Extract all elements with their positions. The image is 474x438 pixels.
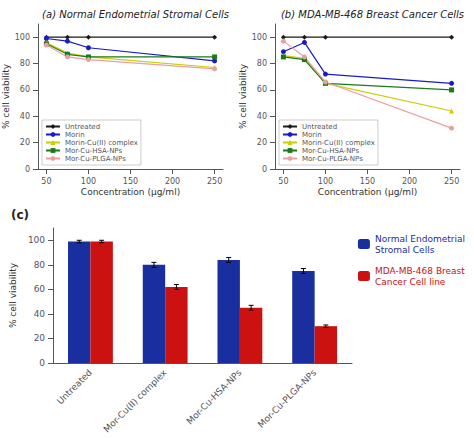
svg-text:Concentration (μg/ml): Concentration (μg/ml): [81, 187, 180, 197]
svg-text:0: 0: [262, 165, 267, 174]
svg-text:Mor-Cu-PLGA-NPs: Mor-Cu-PLGA-NPs: [65, 155, 126, 163]
svg-text:100: 100: [15, 33, 30, 42]
svg-text:100: 100: [318, 177, 333, 186]
svg-text:Mor-Cu-HSA-NPs: Mor-Cu-HSA-NPs: [302, 147, 359, 155]
svg-text:100: 100: [81, 177, 96, 186]
svg-text:Mor-Cu-PLGA-NPs: Mor-Cu-PLGA-NPs: [256, 367, 318, 429]
svg-text:Stromal Cells: Stromal Cells: [375, 245, 435, 255]
svg-text:(b) MDA-MB-468 Breast Cancer C: (b) MDA-MB-468 Breast Cancer Cells: [281, 9, 464, 20]
svg-text:Mor-Cu-HSA-NPs: Mor-Cu-HSA-NPs: [185, 367, 244, 426]
svg-text:100: 100: [28, 235, 45, 245]
svg-text:Mor-Cu(II) complex: Mor-Cu(II) complex: [102, 367, 170, 435]
svg-text:Concentration (μg/ml): Concentration (μg/ml): [318, 187, 417, 197]
svg-text:0: 0: [39, 358, 45, 368]
svg-text:20: 20: [20, 138, 30, 147]
svg-text:% cell viability: % cell viability: [8, 262, 18, 328]
svg-text:60: 60: [34, 284, 46, 294]
svg-text:40: 40: [34, 309, 46, 319]
svg-text:150: 150: [123, 177, 138, 186]
svg-text:Morin-Cu(II) complex: Morin-Cu(II) complex: [302, 139, 375, 147]
svg-text:Morin: Morin: [65, 131, 85, 139]
svg-text:20: 20: [34, 333, 46, 343]
svg-text:60: 60: [257, 85, 267, 94]
svg-text:Untreated: Untreated: [65, 123, 100, 131]
svg-text:% cell viability: % cell viability: [238, 63, 248, 129]
svg-text:Morin-Cu(II) complex: Morin-Cu(II) complex: [65, 139, 138, 147]
svg-text:250: 250: [444, 177, 459, 186]
svg-text:200: 200: [165, 177, 180, 186]
svg-text:50: 50: [41, 177, 51, 186]
svg-text:200: 200: [402, 177, 417, 186]
svg-text:250: 250: [207, 177, 222, 186]
svg-text:80: 80: [257, 59, 267, 68]
svg-text:(a) Normal Endometrial Stromal: (a) Normal Endometrial Stromal Cells: [42, 9, 229, 20]
svg-text:100: 100: [252, 33, 267, 42]
svg-text:40: 40: [257, 112, 267, 121]
svg-text:Untreated: Untreated: [302, 123, 337, 131]
svg-text:80: 80: [20, 59, 30, 68]
svg-text:Mor-Cu-HSA-NPs: Mor-Cu-HSA-NPs: [65, 147, 122, 155]
svg-text:Morin: Morin: [302, 131, 322, 139]
svg-text:Cancer Cell line: Cancer Cell line: [375, 277, 446, 287]
svg-text:% cell viability: % cell viability: [1, 63, 11, 129]
svg-text:0: 0: [25, 165, 30, 174]
svg-text:MDA-MB-468 Breast: MDA-MB-468 Breast: [375, 266, 465, 276]
svg-text:(c): (c): [11, 208, 29, 222]
svg-text:40: 40: [20, 112, 30, 121]
svg-text:20: 20: [257, 138, 267, 147]
svg-text:50: 50: [278, 177, 288, 186]
svg-text:80: 80: [34, 260, 46, 270]
svg-text:Mor-Cu-PLGA-NPs: Mor-Cu-PLGA-NPs: [302, 155, 363, 163]
svg-text:Untreated: Untreated: [55, 367, 94, 406]
svg-text:60: 60: [20, 85, 30, 94]
svg-text:Normal Endometrial: Normal Endometrial: [375, 234, 465, 244]
svg-text:150: 150: [360, 177, 375, 186]
